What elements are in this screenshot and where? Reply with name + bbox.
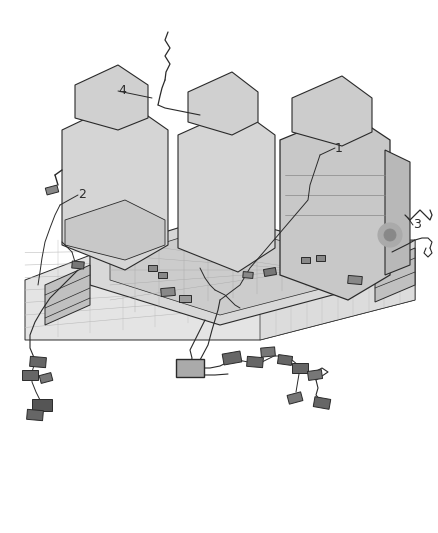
Text: 4: 4 xyxy=(118,85,126,98)
Polygon shape xyxy=(161,287,175,296)
Polygon shape xyxy=(27,409,43,421)
Polygon shape xyxy=(247,357,263,368)
Polygon shape xyxy=(261,347,276,357)
Polygon shape xyxy=(30,357,46,368)
Polygon shape xyxy=(348,276,362,285)
Polygon shape xyxy=(243,272,253,278)
Polygon shape xyxy=(307,369,322,381)
Text: 2: 2 xyxy=(78,189,86,201)
Polygon shape xyxy=(22,370,38,380)
Polygon shape xyxy=(300,257,310,263)
Polygon shape xyxy=(72,261,84,269)
Polygon shape xyxy=(375,248,415,302)
Polygon shape xyxy=(176,359,204,377)
Polygon shape xyxy=(313,397,331,409)
Polygon shape xyxy=(315,255,325,261)
Polygon shape xyxy=(62,100,168,270)
Text: 3: 3 xyxy=(413,219,421,231)
Polygon shape xyxy=(188,72,258,135)
Polygon shape xyxy=(65,200,165,260)
Polygon shape xyxy=(45,185,59,195)
Polygon shape xyxy=(39,373,53,383)
Text: 1: 1 xyxy=(335,141,343,155)
Polygon shape xyxy=(25,240,415,340)
Polygon shape xyxy=(110,225,355,315)
Circle shape xyxy=(384,229,396,241)
Polygon shape xyxy=(264,268,276,277)
Polygon shape xyxy=(292,76,372,146)
Polygon shape xyxy=(179,295,191,302)
Polygon shape xyxy=(277,354,293,366)
Polygon shape xyxy=(178,108,275,272)
Polygon shape xyxy=(148,265,156,271)
Polygon shape xyxy=(45,265,90,325)
Polygon shape xyxy=(222,351,242,365)
Polygon shape xyxy=(158,272,166,278)
Polygon shape xyxy=(260,240,415,340)
Polygon shape xyxy=(280,112,390,300)
Circle shape xyxy=(378,223,402,247)
Polygon shape xyxy=(90,215,370,325)
Polygon shape xyxy=(292,363,308,373)
Polygon shape xyxy=(75,65,148,130)
Polygon shape xyxy=(32,399,52,411)
Polygon shape xyxy=(385,150,410,275)
Polygon shape xyxy=(287,392,303,404)
